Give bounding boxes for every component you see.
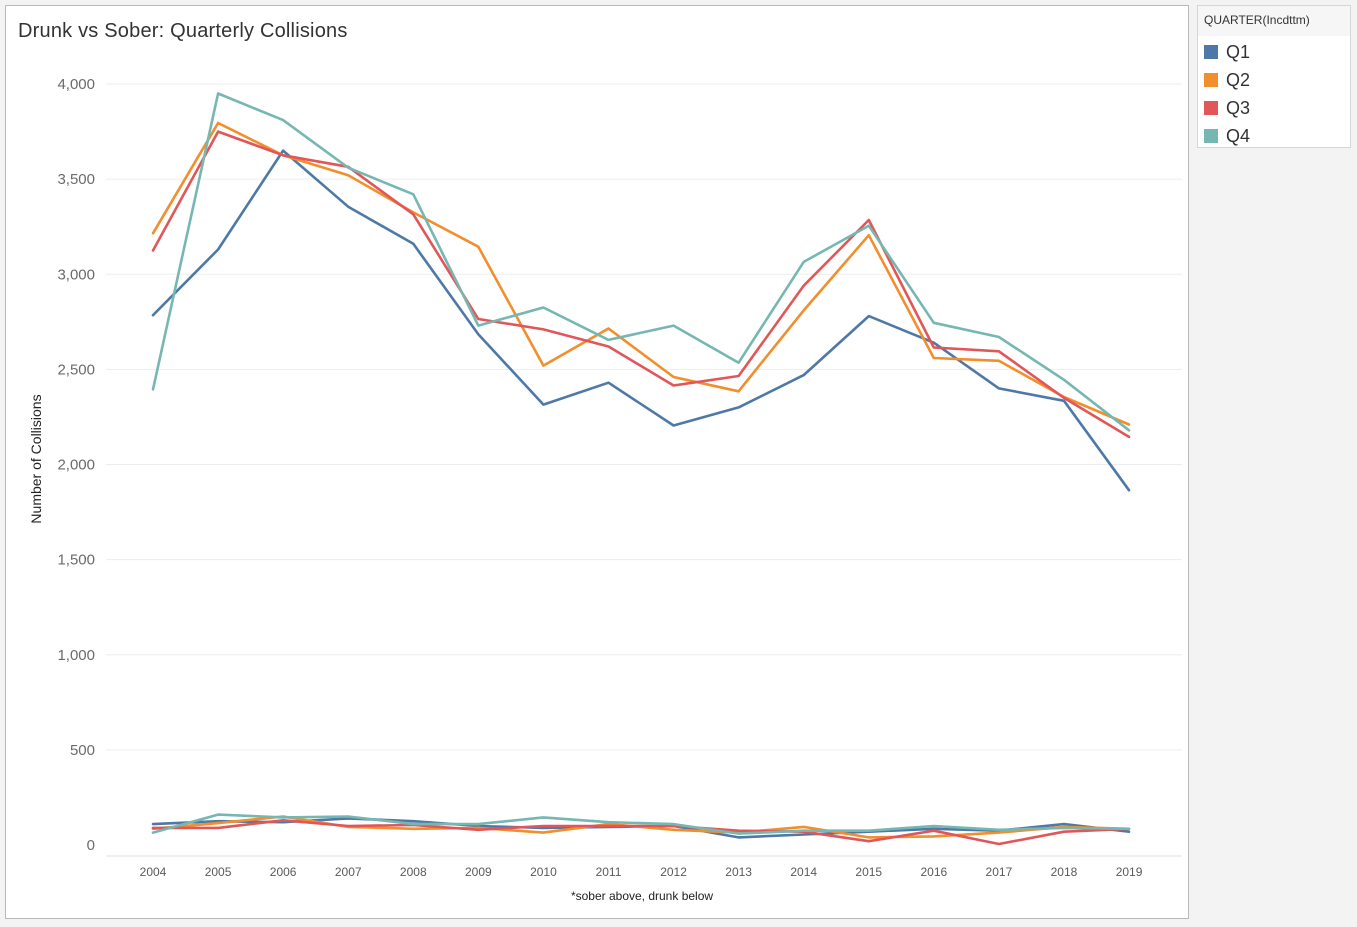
x-tick-label: 2016 <box>920 865 947 879</box>
legend-label-q4: Q4 <box>1226 125 1251 146</box>
y-axis-title: Number of Collisions <box>28 394 44 523</box>
legend-header <box>1198 6 1350 36</box>
y-tick-label: 4,000 <box>57 76 95 93</box>
y-tick-label: 1,500 <box>57 552 95 569</box>
series-line-sober-q4 <box>151 92 1131 432</box>
x-tick-label: 2004 <box>140 865 167 879</box>
series-line-sober-q2 <box>151 121 1131 426</box>
legend-label-q2: Q2 <box>1226 69 1251 90</box>
y-tick-label: 1,000 <box>57 647 95 664</box>
legend-swatch-q4 <box>1204 129 1218 143</box>
legend-item-q2[interactable]: Q2 <box>1204 68 1250 92</box>
legend-item-q3[interactable]: Q3 <box>1204 96 1250 120</box>
x-tick-label: 2018 <box>1051 865 1078 879</box>
legend-title: QUARTER(Incdttm) <box>1204 13 1310 27</box>
y-tick-label: 500 <box>70 742 95 759</box>
x-tick-label: 2007 <box>335 865 362 879</box>
x-tick-label: 2006 <box>270 865 297 879</box>
y-tick-label: 2,000 <box>57 457 95 474</box>
y-tick-label: 2,500 <box>57 361 95 378</box>
y-tick-label: 3,500 <box>57 171 95 188</box>
legend-label-q1: Q1 <box>1226 41 1251 62</box>
x-tick-label: 2019 <box>1116 865 1143 879</box>
legend-label-q3: Q3 <box>1226 97 1251 118</box>
series-line-sober-q3 <box>151 130 1131 439</box>
chart-panel: Drunk vs Sober: Quarterly Collisions 0 50… <box>5 5 1189 919</box>
y-tick-label: 0 <box>87 837 95 854</box>
y-tick-label: 3,000 <box>57 266 95 283</box>
legend-item-q4[interactable]: Q4 <box>1204 124 1250 148</box>
legend-item-q1[interactable]: Q1 <box>1204 40 1250 64</box>
series-line-drunk-q3 <box>151 818 1131 846</box>
line-chart: 0 500 1,000 1,500 2,000 2,500 3,000 3,500 4,000 2… <box>28 76 1182 903</box>
x-tick-label: 2005 <box>205 865 232 879</box>
x-tick-label: 2008 <box>400 865 427 879</box>
chart-title: Drunk vs Sober: Quarterly Collisions <box>18 20 348 42</box>
x-tick-label: 2017 <box>986 865 1013 879</box>
legend[interactable]: QUARTER(Incdttm) Q1 Q2 Q3 Q4 <box>1197 5 1351 148</box>
legend-swatch-q3 <box>1204 101 1218 115</box>
legend-swatch-q1 <box>1204 45 1218 59</box>
x-tick-label: 2009 <box>465 865 492 879</box>
legend-swatch-q2 <box>1204 73 1218 87</box>
series-line-sober-q1 <box>151 149 1131 492</box>
x-tick-label: 2015 <box>855 865 882 879</box>
x-tick-label: 2010 <box>530 865 557 879</box>
x-tick-label: 2012 <box>660 865 687 879</box>
x-axis-title: *sober above, drunk below <box>571 889 713 903</box>
series-line-drunk-q4 <box>151 813 1131 835</box>
x-tick-label: 2013 <box>725 865 752 879</box>
x-tick-label: 2014 <box>790 865 817 879</box>
x-tick-label: 2011 <box>596 865 622 879</box>
